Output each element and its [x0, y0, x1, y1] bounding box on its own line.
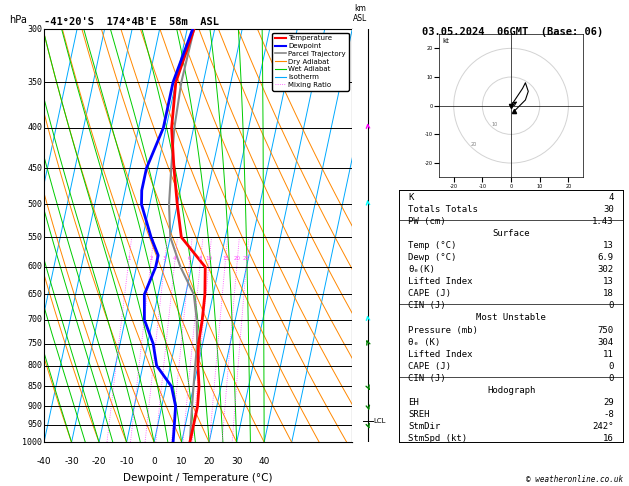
Text: 302: 302	[598, 265, 614, 275]
Text: 6.9: 6.9	[598, 253, 614, 262]
Text: 304: 304	[598, 338, 614, 347]
Text: 30: 30	[603, 205, 614, 214]
Text: 29: 29	[603, 398, 614, 407]
Text: 7: 7	[353, 157, 360, 166]
Text: 242°: 242°	[593, 422, 614, 431]
Text: 750: 750	[28, 339, 43, 348]
Text: θₑ (K): θₑ (K)	[408, 338, 440, 347]
Text: 6: 6	[188, 256, 191, 261]
Text: 550: 550	[28, 233, 43, 242]
Text: StmSpd (kt): StmSpd (kt)	[408, 434, 467, 443]
Text: StmDir: StmDir	[408, 422, 440, 431]
Text: hPa: hPa	[9, 15, 27, 25]
Text: 650: 650	[28, 290, 43, 299]
Text: LCL: LCL	[374, 418, 386, 424]
Text: Lifted Index: Lifted Index	[408, 349, 473, 359]
Text: -41°20'S  174°4B'E  58m  ASL: -41°20'S 174°4B'E 58m ASL	[44, 17, 219, 27]
Legend: Temperature, Dewpoint, Parcel Trajectory, Dry Adiabat, Wet Adiabat, Isotherm, Mi: Temperature, Dewpoint, Parcel Trajectory…	[272, 33, 348, 90]
Text: Lifted Index: Lifted Index	[408, 278, 473, 286]
Text: 400: 400	[28, 123, 43, 132]
Text: 0: 0	[608, 374, 614, 382]
Text: Dewpoint / Temperature (°C): Dewpoint / Temperature (°C)	[123, 473, 273, 483]
Text: 1000: 1000	[23, 438, 43, 447]
Text: 10: 10	[206, 256, 213, 261]
Text: 350: 350	[28, 78, 43, 87]
Text: Hodograph: Hodograph	[487, 386, 535, 395]
Text: 20: 20	[203, 457, 215, 466]
Text: Pressure (mb): Pressure (mb)	[408, 326, 478, 334]
Text: 10: 10	[491, 122, 498, 127]
Text: 16: 16	[603, 434, 614, 443]
Text: -8: -8	[603, 410, 614, 419]
Text: 850: 850	[28, 382, 43, 391]
Text: 900: 900	[28, 401, 43, 411]
Text: 500: 500	[28, 200, 43, 209]
Text: 0: 0	[608, 362, 614, 371]
Text: 2: 2	[149, 256, 153, 261]
Text: 13: 13	[603, 241, 614, 250]
Text: 20: 20	[234, 256, 241, 261]
Text: -40: -40	[36, 457, 52, 466]
Text: 4: 4	[173, 256, 177, 261]
Text: -30: -30	[64, 457, 79, 466]
Text: Mixing Ratio (g/kg): Mixing Ratio (g/kg)	[374, 196, 383, 276]
Text: 3: 3	[353, 320, 360, 329]
Text: CAPE (J): CAPE (J)	[408, 362, 452, 371]
Text: Most Unstable: Most Unstable	[476, 313, 546, 323]
Text: 30: 30	[231, 457, 242, 466]
Text: 18: 18	[603, 290, 614, 298]
Text: 2: 2	[353, 361, 359, 370]
Text: 5: 5	[353, 239, 360, 248]
Text: 40: 40	[259, 457, 270, 466]
Text: 800: 800	[28, 361, 43, 370]
Text: 13: 13	[603, 278, 614, 286]
Text: 25: 25	[243, 256, 250, 261]
Text: CAPE (J): CAPE (J)	[408, 290, 452, 298]
Text: 10: 10	[176, 457, 187, 466]
Text: 20: 20	[471, 142, 477, 147]
Text: 15: 15	[222, 256, 229, 261]
Text: 750: 750	[598, 326, 614, 334]
Text: 4: 4	[353, 279, 359, 289]
Text: 03.05.2024  06GMT  (Base: 06): 03.05.2024 06GMT (Base: 06)	[422, 27, 603, 37]
Text: 300: 300	[28, 25, 43, 34]
Text: 1: 1	[127, 256, 130, 261]
Text: 8: 8	[199, 256, 203, 261]
Text: 0: 0	[151, 457, 157, 466]
Text: 8: 8	[353, 117, 360, 126]
Text: θₑ(K): θₑ(K)	[408, 265, 435, 275]
Text: 6: 6	[353, 198, 360, 207]
Text: 1: 1	[353, 401, 360, 411]
Text: 11: 11	[603, 349, 614, 359]
Text: -10: -10	[120, 457, 134, 466]
Text: km
ASL: km ASL	[353, 4, 367, 23]
Text: 450: 450	[28, 164, 43, 173]
Text: kt: kt	[442, 38, 449, 44]
Text: 700: 700	[28, 315, 43, 324]
Text: Totals Totals: Totals Totals	[408, 205, 478, 214]
Text: 4: 4	[608, 193, 614, 202]
Text: 600: 600	[28, 262, 43, 272]
Text: EH: EH	[408, 398, 419, 407]
Text: CIN (J): CIN (J)	[408, 301, 446, 311]
Text: © weatheronline.co.uk: © weatheronline.co.uk	[526, 474, 623, 484]
Text: 950: 950	[28, 420, 43, 429]
Text: 3: 3	[163, 256, 167, 261]
Text: Temp (°C): Temp (°C)	[408, 241, 457, 250]
Text: 1.43: 1.43	[593, 217, 614, 226]
Text: 0: 0	[608, 301, 614, 311]
Text: K: K	[408, 193, 414, 202]
Text: CIN (J): CIN (J)	[408, 374, 446, 382]
Text: Dewp (°C): Dewp (°C)	[408, 253, 457, 262]
Text: PW (cm): PW (cm)	[408, 217, 446, 226]
Text: -20: -20	[92, 457, 106, 466]
Text: Surface: Surface	[493, 229, 530, 238]
Text: SREH: SREH	[408, 410, 430, 419]
